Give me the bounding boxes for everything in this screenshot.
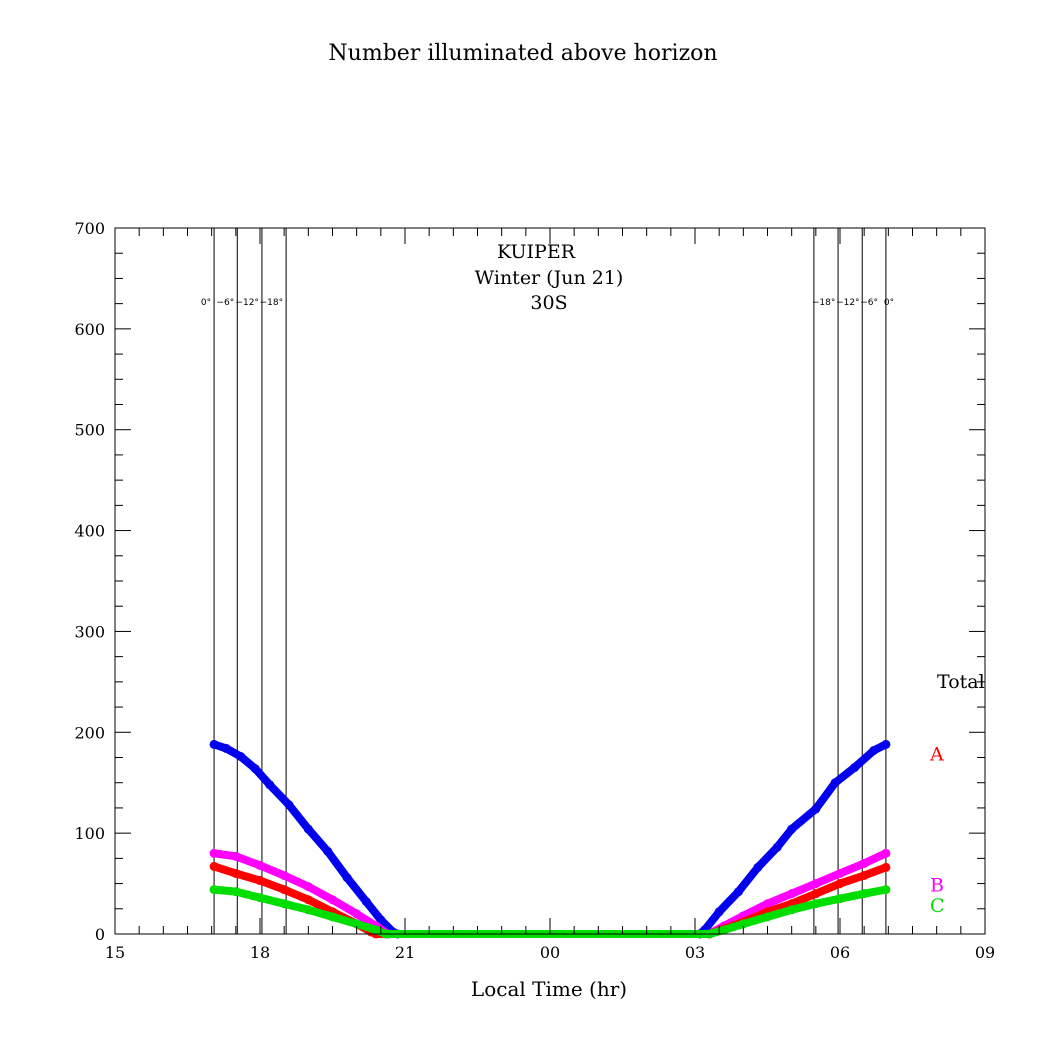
data-point [830,778,840,788]
data-point [763,912,772,922]
data-point [279,871,289,881]
data-point [352,909,362,919]
twilight-label: −12° [235,298,259,308]
data-point [371,925,381,935]
twilight-lines: 0° −6° −12° −18° −18° −12° −6° 0° [201,228,894,934]
legend: Total A BC [929,671,985,917]
data-point [787,889,797,899]
data-point [811,889,821,899]
annotation-latitude: 30S [530,292,567,314]
data-point [323,846,333,856]
data-point [763,899,772,909]
axes: 15 18 21 00 03 06 09 0 100 200 300 400 500 600 700 [74,219,995,962]
data-point [787,905,797,915]
data-point [811,899,821,909]
data-point [221,743,231,753]
data-point [811,879,821,889]
x-axis-label: Local Time (hr) [471,977,627,1001]
legend-label-total: Total [937,671,985,693]
x-tick-label: 09 [975,943,995,962]
legend-label-c: C [930,895,945,917]
data-point [859,858,869,868]
data-point [328,912,337,922]
y-tick-label: 0 [95,925,105,944]
annotation-site: KUIPER [497,241,576,263]
twilight-label: 0° [201,298,211,308]
data-point [835,868,845,878]
data-point [255,893,265,903]
data-point [265,780,275,790]
data-point [719,925,729,935]
data-point [284,800,294,810]
x-tick-label: 00 [540,943,560,962]
data-point [209,848,219,858]
twilight-label: −18° [260,298,284,308]
x-tick-label: 18 [250,943,270,962]
data-point [361,897,371,907]
twilight-label: −6° [860,298,878,308]
series-layer [209,739,891,939]
data-point [881,739,891,749]
data-point [231,887,241,897]
twilight-label: −18° [812,298,836,308]
x-tick-label: 06 [830,943,850,962]
y-tick-label: 700 [74,219,105,238]
data-point [850,763,859,773]
data-point [303,824,313,834]
data-point [231,851,241,861]
data-point [859,889,869,899]
data-point [835,879,845,889]
y-tick-label: 500 [74,421,105,440]
data-point [255,876,265,886]
y-tick-label: 300 [74,622,105,641]
data-point [236,751,246,761]
y-tick-label: 100 [74,824,105,843]
twilight-label: −12° [836,298,860,308]
data-point [869,745,879,755]
twilight-label: −6° [217,298,235,308]
data-point [255,860,265,870]
data-point [209,885,219,895]
data-point [376,915,386,925]
x-tick-label: 21 [395,943,415,962]
data-point [881,862,891,872]
annotation-season: Winter (Jun 21) [475,267,624,289]
data-point [811,804,821,814]
data-point [881,848,891,858]
plot-frame [114,227,986,935]
data-point [303,905,313,915]
y-tick-label: 400 [74,522,105,541]
data-point [303,895,313,905]
data-point [279,899,289,909]
data-point [279,885,289,895]
y-tick-label: 200 [74,723,105,742]
legend-label-b: B [930,875,944,897]
x-tick-label: 15 [105,943,125,962]
data-point [753,862,763,872]
data-point [881,885,891,895]
twilight-label: 0° [884,298,894,308]
chart-title: Number illuminated above horizon [328,41,717,66]
y-tick-label: 600 [74,320,105,339]
data-point [835,894,845,904]
data-point [209,739,219,749]
data-point [772,842,782,852]
data-point [342,873,352,883]
x-tick-label: 03 [685,943,705,962]
data-point [738,919,748,929]
data-point [328,895,337,905]
data-point [209,861,219,871]
data-point [734,887,743,897]
data-point [859,871,869,881]
data-point [231,868,241,878]
legend-label-a: A [929,743,944,765]
data-point [250,764,260,774]
data-point [352,919,362,929]
data-point [714,907,724,917]
data-point [303,882,313,892]
data-point [787,824,797,834]
